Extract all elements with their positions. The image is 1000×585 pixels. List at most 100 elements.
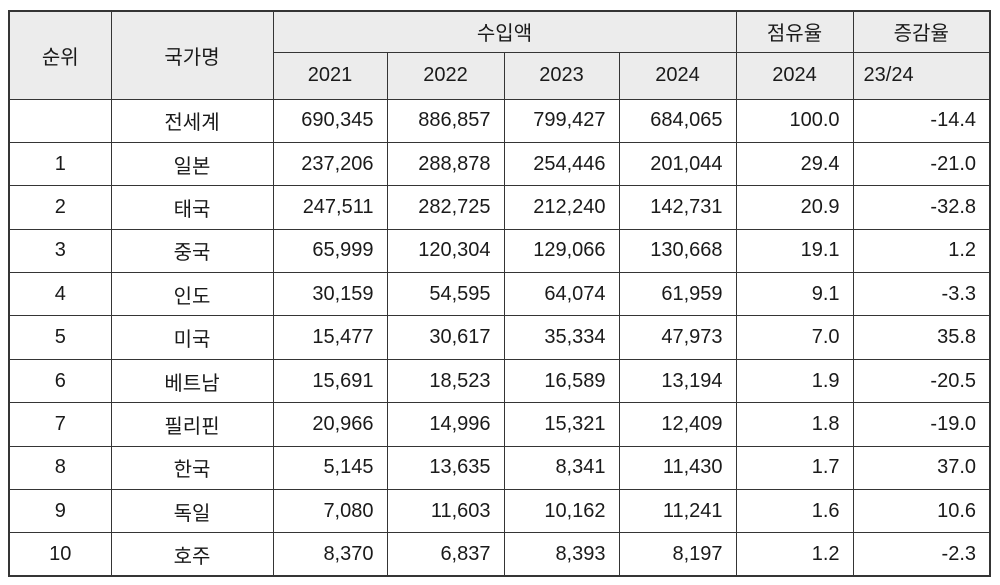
value-cell-2021: 247,511	[272, 185, 388, 230]
value-cell-2021: 15,691	[272, 358, 388, 404]
table-row: 1 일본 237,206 288,878 254,446 201,044 29.…	[8, 141, 991, 187]
value-cell-2024: 13,194	[618, 358, 737, 404]
share-cell: 20.9	[735, 185, 854, 230]
value-cell-2021: 15,477	[272, 315, 388, 360]
share-cell: 1.2	[735, 532, 854, 577]
country-cell: 독일	[110, 489, 274, 534]
change-cell: 35.8	[852, 315, 991, 360]
value-cell-2023: 8,341	[503, 445, 620, 491]
value-cell-2022: 54,595	[386, 272, 505, 317]
header-rank: 순위	[8, 10, 112, 100]
value-cell-2024: 201,044	[618, 141, 737, 187]
value-cell-2023: 16,589	[503, 358, 620, 404]
share-cell: 1.6	[735, 489, 854, 534]
header-year-2022: 2022	[386, 51, 505, 100]
value-cell-2024: 61,959	[618, 272, 737, 317]
value-cell-2021: 237,206	[272, 141, 388, 187]
value-cell-2024: 12,409	[618, 402, 737, 447]
change-cell: -20.5	[852, 358, 991, 404]
value-cell-2023: 35,334	[503, 315, 620, 360]
change-cell: -32.8	[852, 185, 991, 230]
table-row: 6 베트남 15,691 18,523 16,589 13,194 1.9 -2…	[8, 358, 991, 404]
value-cell-2024: 47,973	[618, 315, 737, 360]
rank-cell: 2	[8, 185, 112, 230]
value-cell-2023: 799,427	[503, 98, 620, 143]
country-cell: 인도	[110, 272, 274, 317]
header-year-2021: 2021	[272, 51, 388, 100]
value-cell-2023: 254,446	[503, 141, 620, 187]
table-row: 5 미국 15,477 30,617 35,334 47,973 7.0 35.…	[8, 315, 991, 360]
rank-cell: 3	[8, 228, 112, 274]
header-share: 점유율	[735, 10, 854, 53]
share-cell: 19.1	[735, 228, 854, 274]
rank-cell: 1	[8, 141, 112, 187]
share-cell: 100.0	[735, 98, 854, 143]
header-year-2023: 2023	[503, 51, 620, 100]
value-cell-2022: 14,996	[386, 402, 505, 447]
value-cell-2021: 5,145	[272, 445, 388, 491]
country-cell: 베트남	[110, 358, 274, 404]
country-cell: 전세계	[110, 98, 274, 143]
rank-cell: 4	[8, 272, 112, 317]
value-cell-2021: 8,370	[272, 532, 388, 577]
value-cell-2024: 684,065	[618, 98, 737, 143]
country-cell: 필리핀	[110, 402, 274, 447]
change-cell: 10.6	[852, 489, 991, 534]
value-cell-2021: 7,080	[272, 489, 388, 534]
value-cell-2022: 282,725	[386, 185, 505, 230]
value-cell-2021: 30,159	[272, 272, 388, 317]
header-import-amount: 수입액	[272, 10, 737, 53]
country-cell: 일본	[110, 141, 274, 187]
value-cell-2023: 129,066	[503, 228, 620, 274]
share-cell: 1.9	[735, 358, 854, 404]
table-row: 3 중국 65,999 120,304 129,066 130,668 19.1…	[8, 228, 991, 274]
value-cell-2023: 64,074	[503, 272, 620, 317]
header-change-rate: 증감율	[852, 10, 991, 53]
change-cell: -21.0	[852, 141, 991, 187]
value-cell-2021: 65,999	[272, 228, 388, 274]
value-cell-2022: 18,523	[386, 358, 505, 404]
value-cell-2022: 30,617	[386, 315, 505, 360]
table-row: 2 태국 247,511 282,725 212,240 142,731 20.…	[8, 185, 991, 230]
value-cell-2024: 11,241	[618, 489, 737, 534]
rank-cell: 10	[8, 532, 112, 577]
value-cell-2022: 6,837	[386, 532, 505, 577]
share-cell: 1.7	[735, 445, 854, 491]
country-cell: 한국	[110, 445, 274, 491]
country-cell: 미국	[110, 315, 274, 360]
value-cell-2022: 13,635	[386, 445, 505, 491]
value-cell-2023: 15,321	[503, 402, 620, 447]
value-cell-2022: 120,304	[386, 228, 505, 274]
table-header: 순위 국가명 수입액 점유율 증감율 2021 2022 2023 2024 2…	[8, 10, 991, 100]
rank-cell: 7	[8, 402, 112, 447]
value-cell-2021: 20,966	[272, 402, 388, 447]
share-cell: 7.0	[735, 315, 854, 360]
value-cell-2023: 212,240	[503, 185, 620, 230]
share-cell: 1.8	[735, 402, 854, 447]
header-country: 국가명	[110, 10, 274, 100]
rank-cell	[8, 98, 112, 143]
rank-cell: 9	[8, 489, 112, 534]
country-cell: 호주	[110, 532, 274, 577]
header-row-groups: 순위 국가명 수입액 점유율 증감율	[8, 10, 991, 100]
value-cell-2022: 886,857	[386, 98, 505, 143]
table-row: 7 필리핀 20,966 14,996 15,321 12,409 1.8 -1…	[8, 402, 991, 447]
value-cell-2024: 142,731	[618, 185, 737, 230]
value-cell-2024: 130,668	[618, 228, 737, 274]
import-statistics-table: 순위 국가명 수입액 점유율 증감율 2021 2022 2023 2024 2…	[8, 10, 992, 578]
table-row: 10 호주 8,370 6,837 8,393 8,197 1.2 -2.3	[8, 532, 991, 577]
rank-cell: 8	[8, 445, 112, 491]
share-cell: 9.1	[735, 272, 854, 317]
change-cell: -14.4	[852, 98, 991, 143]
value-cell-2023: 10,162	[503, 489, 620, 534]
value-cell-2022: 11,603	[386, 489, 505, 534]
change-cell: 37.0	[852, 445, 991, 491]
header-year-2024: 2024	[618, 51, 737, 100]
value-cell-2023: 8,393	[503, 532, 620, 577]
header-row-years: 2021 2022 2023 2024 2024 23/24	[9, 51, 991, 100]
value-cell-2024: 11,430	[618, 445, 737, 491]
rank-cell: 6	[8, 358, 112, 404]
table-row: 9 독일 7,080 11,603 10,162 11,241 1.6 10.6	[8, 489, 991, 534]
change-cell: 1.2	[852, 228, 991, 274]
